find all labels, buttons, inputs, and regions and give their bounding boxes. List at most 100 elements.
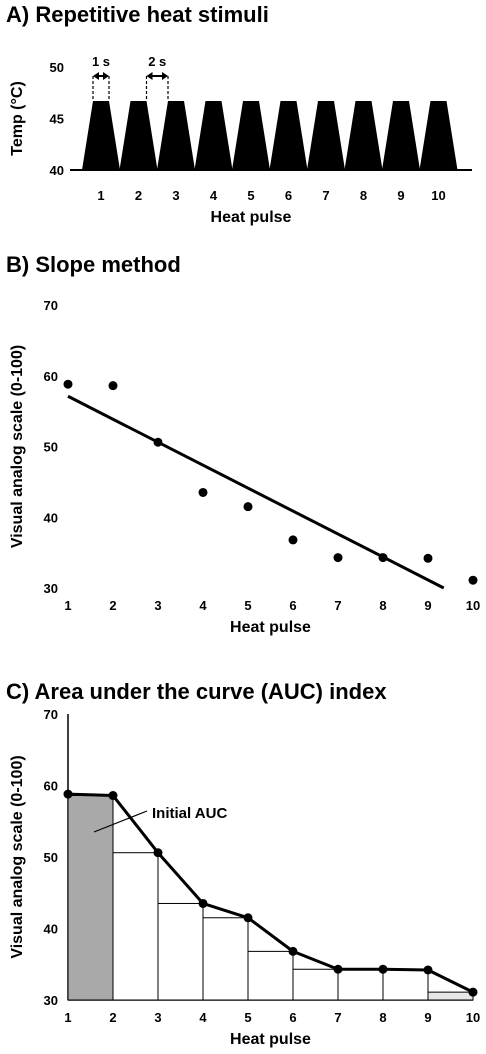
arrow-head-left — [93, 72, 99, 80]
data-point — [108, 791, 118, 801]
auc-rect — [112, 852, 159, 1001]
panel-a-x-label: Heat pulse — [211, 209, 292, 226]
panel-b-y-tick: 60 — [44, 369, 58, 384]
heat-pulse — [232, 100, 270, 170]
panel-c-x-tick: 5 — [244, 1010, 251, 1025]
panel-c-x-tick: 9 — [424, 1010, 431, 1025]
data-point — [468, 575, 478, 585]
panel-b-y-label: Visual analog scale (0-100) — [9, 345, 26, 548]
panel-a-x-tick: 9 — [397, 188, 404, 203]
data-point — [333, 553, 343, 563]
heat-pulse — [82, 100, 120, 170]
panel-c-title: C) Area under the curve (AUC) index — [6, 679, 387, 704]
data-point — [198, 487, 208, 497]
heat-pulse — [307, 100, 345, 170]
data-point — [243, 913, 253, 923]
panel-b-x-tick: 4 — [199, 598, 207, 613]
panel-c-x-tick: 4 — [199, 1010, 207, 1025]
auc-rect — [337, 968, 384, 1001]
panel-a-y-label: Temp (°C) — [9, 81, 26, 156]
annotation-2s: 2 s — [148, 54, 166, 69]
panel-c-y-tick: 60 — [44, 779, 58, 794]
data-point — [468, 987, 478, 997]
panel-a-x-tick: 5 — [247, 188, 254, 203]
heat-pulse — [382, 100, 420, 170]
data-point — [288, 946, 298, 956]
callout-leader — [93, 810, 148, 833]
panel-c-y-tick: 30 — [44, 993, 58, 1008]
data-point — [108, 381, 118, 391]
data-point — [63, 789, 73, 799]
panel-a-x-tick: 3 — [172, 188, 179, 203]
panel-a-title: A) Repetitive heat stimuli — [6, 2, 269, 27]
initial-auc-rect — [67, 795, 114, 1001]
panel-a-y-tick: 45 — [50, 112, 64, 127]
panel-b-y-tick: 70 — [44, 298, 58, 313]
panel-c-x-tick: 10 — [466, 1010, 480, 1025]
data-point — [423, 553, 433, 563]
panel-a-x-tick: 6 — [285, 188, 292, 203]
data-point — [63, 379, 73, 389]
auc-rect — [382, 969, 429, 1001]
heat-pulse — [419, 100, 458, 170]
panel-c-y-tick: 40 — [44, 922, 58, 937]
data-point — [423, 965, 433, 975]
panel-a-x-tick: 8 — [360, 188, 367, 203]
panel-a-x-tick: 4 — [210, 188, 218, 203]
arrow-head-left — [146, 72, 153, 80]
panel-b-x-tick: 6 — [289, 598, 296, 613]
panel-b-y-tick: 30 — [44, 581, 58, 596]
panel-c: C) Area under the curve (AUC) index Initi… — [6, 679, 480, 1048]
panel-a-x-tick: 10 — [431, 188, 445, 203]
panel-b-x-tick: 2 — [109, 598, 116, 613]
trend-line — [67, 394, 445, 590]
panel-a-y-tick: 40 — [50, 163, 64, 178]
initial-auc-label: Initial AUC — [152, 805, 227, 822]
auc-rect — [247, 950, 294, 1001]
annotation-1s: 1 s — [92, 54, 110, 69]
heat-pulse — [194, 100, 233, 170]
panel-c-x-tick: 2 — [109, 1010, 116, 1025]
panel-b-x-tick: 8 — [379, 598, 386, 613]
panel-b-x-tick: 5 — [244, 598, 251, 613]
panel-b-x-tick: 3 — [154, 598, 161, 613]
panel-c-y-tick: 70 — [44, 707, 58, 722]
panel-c-x-tick: 3 — [154, 1010, 161, 1025]
panel-b-x-tick: 7 — [334, 598, 341, 613]
panel-a-x-tick: 7 — [322, 188, 329, 203]
heat-pulse — [157, 100, 195, 170]
panel-b-x-tick: 1 — [64, 598, 71, 613]
data-point — [378, 553, 388, 563]
data-point — [333, 964, 343, 974]
heat-pulse — [119, 100, 158, 170]
panel-c-x-tick: 1 — [64, 1010, 71, 1025]
panel-c-x-label: Heat pulse — [230, 1031, 311, 1048]
heat-pulse — [269, 100, 308, 170]
panel-b-x-label: Heat pulse — [230, 619, 311, 636]
panel-b-x-tick: 10 — [466, 598, 480, 613]
panel-b-y-tick: 40 — [44, 510, 58, 525]
panel-b-title: B) Slope method — [6, 252, 181, 277]
panel-b-x-tick: 9 — [424, 598, 431, 613]
auc-rect — [202, 917, 249, 1001]
panel-c-x-tick: 6 — [289, 1010, 296, 1025]
auc-rect — [427, 991, 474, 1001]
panel-c-x-tick: 7 — [334, 1010, 341, 1025]
panel-c-y-tick: 50 — [44, 850, 58, 865]
data-point — [378, 964, 388, 974]
panel-c-y-label: Visual analog scale (0-100) — [9, 755, 26, 958]
data-point — [153, 848, 163, 858]
panel-a-y-tick: 50 — [50, 60, 64, 75]
heat-pulse — [344, 100, 383, 170]
arrow-head-right — [162, 72, 168, 80]
data-point — [243, 502, 253, 512]
panel-a-x-tick: 1 — [97, 188, 104, 203]
panel-c-x-tick: 8 — [379, 1010, 386, 1025]
auc-rect — [157, 902, 204, 1001]
vas-curve — [67, 792, 474, 994]
panel-b: B) Slope method 30 40 50 60 70 1 2 3 4 5 6 7 8 9 10 Visu… — [6, 252, 480, 636]
auc-rect — [292, 968, 339, 1001]
arrow-head-right — [103, 72, 109, 80]
